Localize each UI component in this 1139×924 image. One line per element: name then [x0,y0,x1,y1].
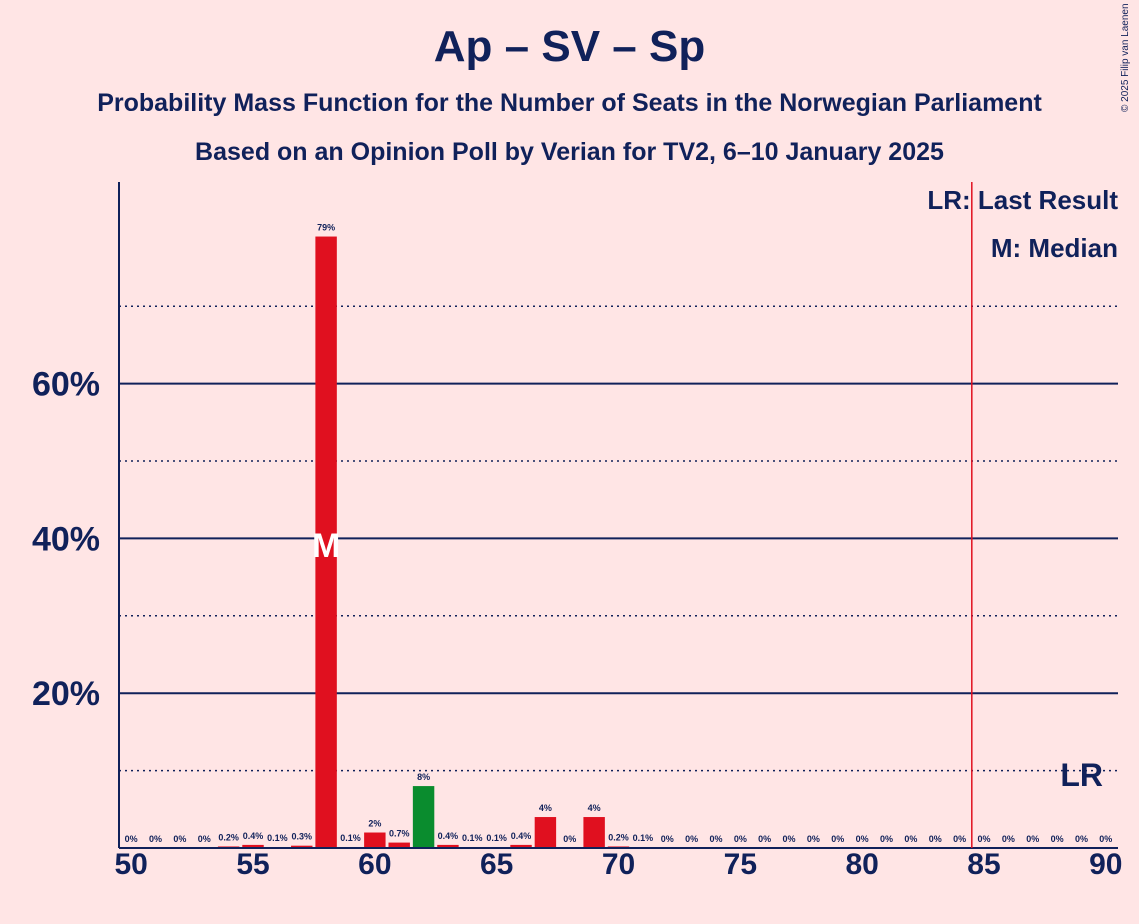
x-tick-85: 85 [967,848,1000,881]
bar-label-seat-88: 0% [1051,834,1064,844]
last-result-label: LR [1060,757,1103,793]
bar-label-seat-87: 0% [1026,834,1039,844]
bar-label-seat-90: 0% [1099,834,1112,844]
bar-labels-group: 0% 0% 0% 0% 0.2% 0.4% 0.1% 0.3%79%0.1%2%0.7%8%0… [125,223,1113,844]
bar-label-seat-63: 0.4% [438,831,459,841]
bar-label-seat-80: 0% [856,834,869,844]
chart-title: Ap – SV – Sp [433,22,706,71]
chart-subtitle: Probability Mass Function for the Number… [97,89,1042,117]
bar-seat-63 [437,844,459,848]
bar-label-seat-68: 0% [563,834,576,844]
bar-label-seat-59: 0.1% [340,833,361,843]
bar-label-seat-55: 0.4% [243,831,264,841]
bar-label-seat-85: 0% [977,834,990,844]
bar-label-seat-50: 0% [125,834,138,844]
bar-label-seat-83: 0% [929,834,942,844]
legend-median: M: Median [990,233,1118,263]
x-tick-90: 90 [1089,848,1122,881]
bars-group [217,236,654,849]
bar-label-seat-62: 8% [417,772,430,782]
bar-seat-55 [242,844,264,848]
bar-label-seat-57: 0.3% [291,832,312,842]
bar-label-seat-56: 0.1% [267,833,288,843]
bar-label-seat-69: 4% [588,803,601,813]
bar-label-seat-67: 4% [539,803,552,813]
x-tick-55: 55 [236,848,269,881]
tick-labels-group: 50 55 60 65 70 75 80 85 90 20% 40% 60% [32,366,1123,881]
bar-label-seat-60: 2% [368,819,381,829]
bar-label-seat-84: 0% [953,834,966,844]
bar-label-seat-73: 0% [685,834,698,844]
bar-label-seat-58: 79% [317,223,335,233]
x-tick-60: 60 [358,848,391,881]
bar-label-seat-61: 0.7% [389,829,410,839]
x-tick-75: 75 [724,848,757,881]
bar-seat-67 [534,817,557,848]
axes-group [118,182,1118,849]
y-tick-20: 20% [32,675,100,713]
bar-label-seat-77: 0% [783,834,796,844]
bar-label-seat-76: 0% [758,834,771,844]
bar-seat-58 [315,236,337,849]
bar-label-seat-65: 0.1% [486,833,507,843]
x-tick-70: 70 [602,848,635,881]
bar-label-seat-72: 0% [661,834,674,844]
bar-label-seat-51: 0% [149,834,162,844]
bar-label-seat-54: 0.2% [218,832,239,842]
bar-label-seat-66: 0.4% [511,831,532,841]
median-marker: M [312,527,340,565]
bar-seat-62 [412,786,435,848]
legend-last-result: LR: Last Result [927,185,1118,215]
y-tick-40: 40% [32,520,100,558]
bar-label-seat-52: 0% [173,834,186,844]
bar-label-seat-75: 0% [734,834,747,844]
bar-seat-57 [291,845,313,848]
bar-label-seat-89: 0% [1075,834,1088,844]
bar-label-seat-64: 0.1% [462,833,483,843]
bar-label-seat-78: 0% [807,834,820,844]
bar-label-seat-86: 0% [1002,834,1015,844]
bar-label-seat-74: 0% [709,834,722,844]
bar-label-seat-82: 0% [904,834,917,844]
x-tick-80: 80 [845,848,878,881]
bar-seat-60 [364,832,386,848]
x-tick-65: 65 [480,848,513,881]
bar-label-seat-81: 0% [880,834,893,844]
bar-label-seat-53: 0% [198,834,211,844]
markers-group: LR M [312,182,1103,848]
bar-seat-66 [510,844,532,848]
grid-lines [119,305,1118,772]
bar-label-seat-71: 0.1% [633,833,654,843]
bar-seat-61 [388,842,410,848]
bar-label-seat-79: 0% [831,834,844,844]
bar-seat-69 [583,817,605,848]
bar-label-seat-70: 0.2% [608,832,629,842]
x-tick-50: 50 [114,848,147,881]
y-tick-60: 60% [32,366,100,404]
chart-subtitle-source: Based on an Opinion Poll by Verian for T… [195,138,944,166]
